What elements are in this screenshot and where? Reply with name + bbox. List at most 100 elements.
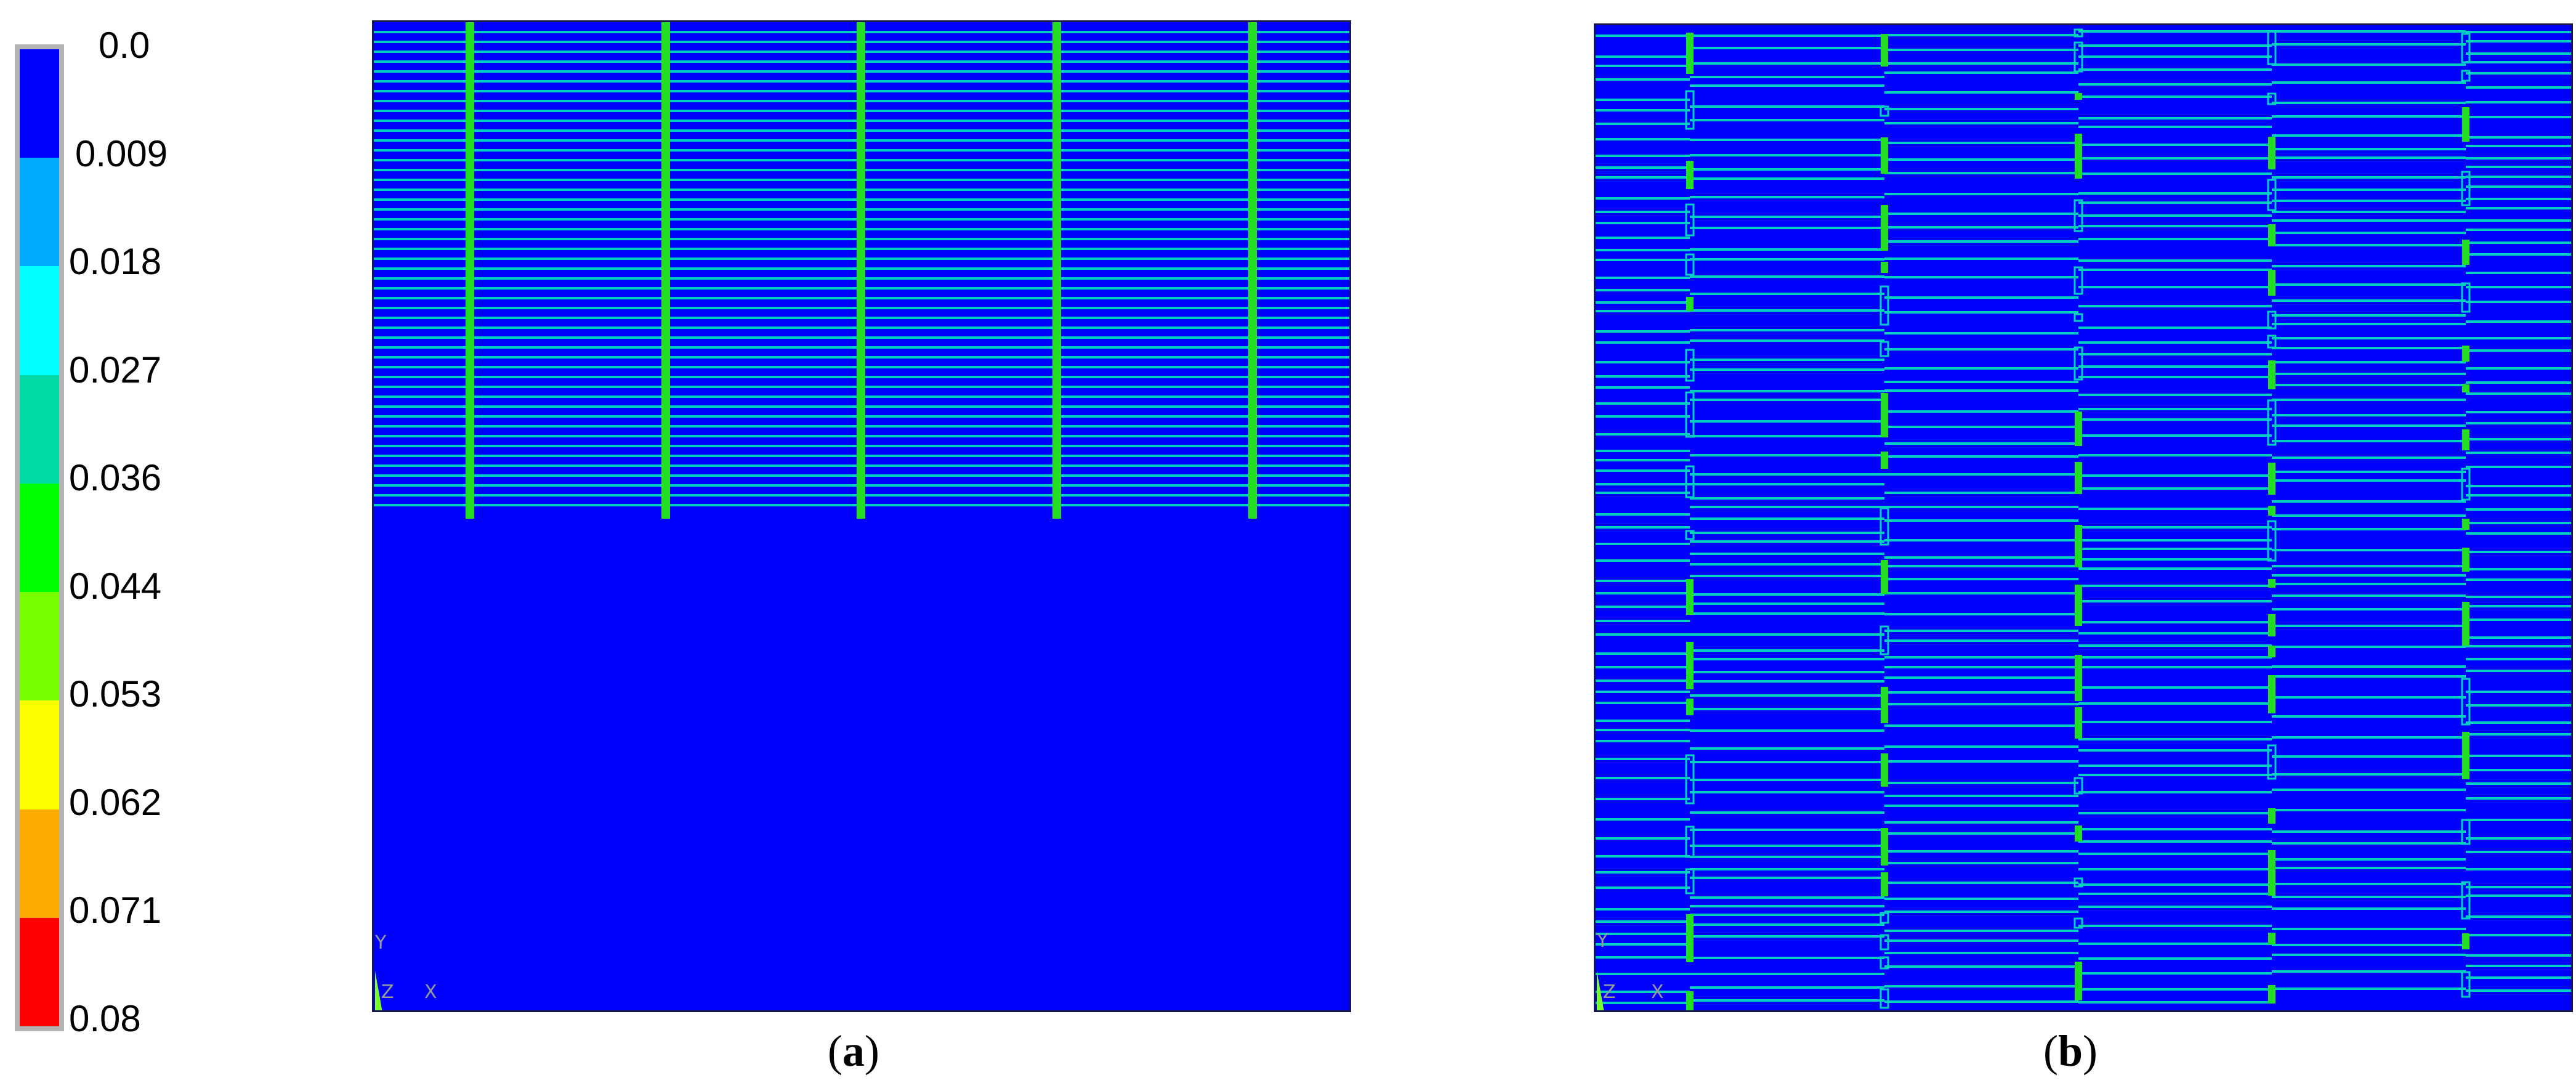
legend-swatch [20, 700, 59, 809]
crack-line [1596, 592, 1690, 594]
bar-crack-segment [1685, 465, 1695, 498]
crack-line [1690, 275, 1884, 278]
crack-line [2272, 189, 2466, 191]
crack-line [2466, 367, 2571, 370]
crack-line [1596, 301, 1690, 304]
crack-line [1884, 519, 2078, 522]
crack-line [2078, 943, 2272, 945]
crack-line [1690, 168, 1884, 171]
crack-line [1596, 973, 1690, 975]
crack-line [2466, 349, 2571, 352]
bar-crack-segment [1685, 349, 1695, 382]
bar-crack-segment [2075, 93, 2082, 100]
bar-crack-segment [1686, 33, 1694, 74]
crack-line [2272, 500, 2466, 503]
crack-line [2272, 384, 2466, 386]
crack-line [2272, 928, 2466, 930]
legend-label: 0.062 [69, 781, 162, 823]
bar-crack-segment [1881, 560, 1888, 594]
crack-line [1884, 565, 2078, 567]
bar-crack-segment [1685, 530, 1695, 540]
bar-crack-segment [2461, 881, 2471, 920]
crack-line [1690, 196, 1884, 198]
bar-crack-segment [2267, 744, 2277, 780]
crack-line [2466, 691, 2571, 693]
crack-line [2078, 225, 2272, 227]
bar-crack-segment [2073, 346, 2083, 381]
crack-line [1884, 556, 2078, 559]
panel-a-axis-x-label: X [424, 981, 437, 1003]
crack-line [2272, 219, 2466, 222]
crack-line [2272, 30, 2466, 33]
bar-crack-segment [2267, 399, 2277, 446]
bar-crack-segment [2075, 525, 2082, 567]
crack-line [2466, 301, 2571, 303]
crack-line [1884, 91, 2078, 94]
crack-line [2078, 172, 2272, 175]
bar-crack-segment [2268, 675, 2275, 713]
crack-line [1596, 798, 1690, 800]
bar-crack-segment [1881, 393, 1888, 437]
bar-crack-segment [1881, 205, 1888, 251]
crack-line [1596, 341, 1690, 344]
crack-line [2466, 755, 2571, 757]
legend-swatch [20, 917, 59, 1026]
panel-a-contour-plot: Y Z X [372, 20, 1351, 1012]
legend-label: 0.036 [69, 457, 162, 499]
crack-line [2466, 721, 2571, 724]
crack-line [2466, 272, 2571, 274]
bar-crack-segment [2267, 310, 2277, 330]
crack-line [1884, 226, 2078, 229]
crack-line [1596, 606, 1690, 608]
crack-line [1596, 361, 1690, 363]
bar-crack-segment [2073, 777, 2083, 795]
crack-line [1690, 923, 1884, 926]
crack-line [2466, 837, 2571, 840]
crack-line [1690, 761, 1884, 763]
crack-line [2272, 809, 2466, 811]
crack-line [1884, 492, 2078, 494]
crack-line [2466, 381, 2571, 384]
crack-line [2466, 116, 2571, 118]
crack-line [2272, 830, 2466, 833]
crack-line [2078, 157, 2272, 160]
crack-line [1690, 76, 1884, 78]
crack-line [1690, 680, 1884, 683]
crack-line [1884, 108, 2078, 110]
crack-line [2272, 858, 2466, 861]
crack-line [2466, 185, 2571, 188]
crack-line [2466, 769, 2571, 771]
crack-line [1690, 497, 1884, 500]
crack-line [2078, 868, 2272, 870]
crack-line [1690, 856, 1884, 858]
crack-line [1884, 410, 2078, 413]
crack-line [1884, 367, 2078, 370]
crack-line [2272, 148, 2466, 150]
crack-line [2078, 893, 2272, 895]
crack-line [2466, 136, 2571, 139]
crack-line [1884, 213, 2078, 215]
crack-line [1884, 911, 2078, 913]
legend-swatch [20, 266, 59, 375]
bar-crack-segment [2462, 548, 2469, 572]
bar-crack-segment [2075, 655, 2082, 701]
crack-line [2272, 456, 2466, 459]
crack-line [2272, 944, 2466, 946]
crack-line [1884, 930, 2078, 932]
crack-line [2078, 585, 2272, 587]
crack-line [1596, 55, 1690, 58]
crack-line [2078, 326, 2272, 329]
crack-line [1884, 630, 2078, 632]
bar-crack-segment [2267, 30, 2277, 65]
crack-line [1690, 139, 1884, 141]
bar-crack-segment [1880, 912, 1889, 924]
crack-line [2078, 721, 2272, 723]
bar-crack-segment [2073, 313, 2083, 322]
crack-line [1884, 311, 2078, 314]
crack-line [2466, 670, 2571, 672]
bar-crack-segment [1686, 642, 1694, 689]
crack-line [2272, 549, 2466, 551]
crack-line [2078, 548, 2272, 550]
bar-crack-segment [1881, 262, 1888, 273]
crack-line [2466, 72, 2571, 75]
